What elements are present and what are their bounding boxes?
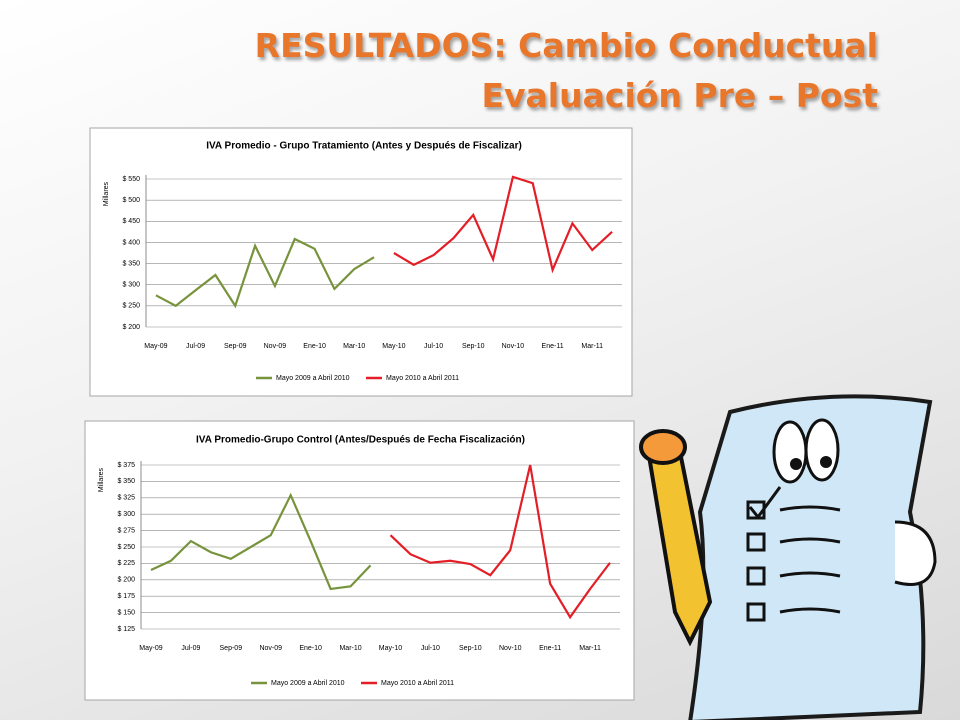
y-axis-label: Millares (103, 181, 110, 206)
x-tick-label: Mar-10 (343, 343, 365, 350)
chart-title: IVA Promedio - Grupo Tratamiento (Antes … (206, 141, 522, 152)
series-line (150, 492, 372, 591)
chart-frame (89, 127, 633, 397)
x-tick-label: Ene-11 (539, 645, 561, 652)
y-tick-label: $ 200 (117, 577, 135, 584)
y-axis-label: Millares (98, 467, 105, 492)
x-tick-label: Nov-10 (502, 343, 525, 350)
x-tick-label: Ene-11 (542, 343, 564, 350)
slide-title: Evaluación Pre – Post (481, 76, 878, 115)
series-line (393, 175, 613, 274)
chart-title: IVA Promedio-Grupo Control (Antes/Despué… (196, 435, 525, 446)
x-tick-label: Nov-09 (264, 343, 287, 350)
x-tick-label: May-09 (139, 645, 162, 652)
slide-title: RESULTADOS: Cambio Conductual (254, 26, 878, 65)
x-tick-label: Jul-10 (424, 343, 443, 350)
chart-frame (84, 420, 635, 701)
x-tick-label: Nov-10 (499, 645, 522, 652)
y-tick-label: $ 250 (117, 544, 135, 551)
x-tick-label: May-09 (144, 343, 167, 350)
y-tick-label: $ 200 (122, 324, 140, 331)
x-tick-label: Jul-10 (421, 645, 440, 652)
x-tick-label: Sep-09 (220, 645, 243, 652)
series-line (389, 464, 611, 620)
y-tick-label: $ 400 (122, 239, 140, 246)
x-tick-label: Sep-10 (462, 343, 485, 350)
legend-label: Mayo 2010 a Abril 2011 (381, 680, 454, 687)
x-tick-label: Jul-09 (181, 645, 200, 652)
y-tick-label: $ 175 (117, 593, 135, 600)
x-tick-label: Mar-10 (339, 645, 361, 652)
y-tick-label: $ 250 (122, 303, 140, 310)
x-tick-label: Ene-10 (303, 343, 326, 350)
x-tick-label: Ene-10 (299, 645, 322, 652)
x-tick-label: Mar-11 (579, 645, 601, 652)
x-tick-label: Mar-11 (581, 343, 603, 350)
y-tick-label: $ 275 (117, 527, 135, 534)
x-tick-label: Sep-09 (224, 343, 247, 350)
y-tick-label: $ 300 (117, 511, 135, 518)
y-tick-label: $ 500 (122, 197, 140, 204)
y-tick-label: $ 350 (122, 260, 140, 267)
series-line (155, 237, 375, 309)
x-tick-label: Jul-09 (186, 343, 205, 350)
legend-label: Mayo 2010 a Abril 2011 (386, 375, 459, 382)
y-tick-label: $ 225 (117, 560, 135, 567)
x-tick-label: Sep-10 (459, 645, 482, 652)
y-tick-label: $ 325 (117, 495, 135, 502)
legend-label: Mayo 2009 a Abril 2010 (271, 680, 345, 687)
y-tick-label: $ 450 (122, 218, 140, 225)
x-tick-label: May-10 (382, 343, 405, 350)
x-tick-label: Nov-09 (259, 645, 282, 652)
y-tick-label: $ 300 (122, 282, 140, 289)
x-tick-label: May-10 (379, 645, 402, 652)
y-tick-label: $ 150 (117, 609, 135, 616)
y-tick-label: $ 125 (117, 626, 135, 633)
y-tick-label: $ 550 (122, 176, 140, 183)
checklist-cartoon (639, 394, 937, 720)
legend-label: Mayo 2009 a Abril 2010 (276, 375, 350, 382)
y-tick-label: $ 350 (117, 478, 135, 485)
y-tick-label: $ 375 (117, 462, 135, 469)
